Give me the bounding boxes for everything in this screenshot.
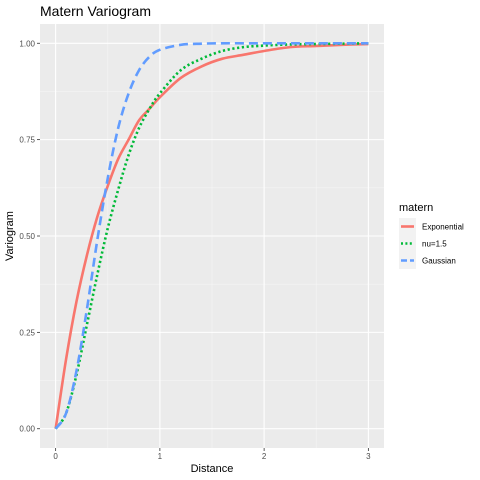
y-axis-title: Variogram [4, 211, 16, 261]
x-tick-label: 2 [262, 452, 267, 461]
x-axis-title: Distance [191, 463, 234, 475]
axis-ticks: 0 1 2 3 0.00 0.25 0.50 0.75 1.00 [19, 39, 371, 461]
y-tick-label: 0.50 [19, 232, 35, 241]
y-tick-label: 0.25 [19, 328, 35, 337]
legend-title: matern [399, 202, 433, 214]
legend-label: Exponential [422, 223, 464, 232]
legend: matern Exponential nu=1.5 Gaussian [399, 202, 464, 269]
series-line-gaussian [54, 41, 369, 430]
series-lines [54, 41, 369, 430]
chart-title: Matern Variogram [40, 3, 151, 19]
legend-key-background [399, 252, 416, 269]
legend-item-exponential: Exponential [399, 218, 464, 235]
y-tick-label: 0.00 [19, 425, 35, 434]
x-tick-label: 1 [158, 452, 163, 461]
y-tick-label: 1.00 [19, 39, 35, 48]
legend-label: Gaussian [422, 257, 456, 266]
legend-label: nu=1.5 [422, 240, 447, 249]
x-tick-label: 3 [366, 452, 371, 461]
y-tick-label: 0.75 [19, 136, 35, 145]
legend-item-nu-1-5: nu=1.5 [399, 235, 447, 252]
grid-lines [40, 24, 384, 448]
legend-key-background [399, 235, 416, 252]
legend-item-gaussian: Gaussian [399, 252, 456, 269]
x-tick-label: 0 [53, 452, 58, 461]
